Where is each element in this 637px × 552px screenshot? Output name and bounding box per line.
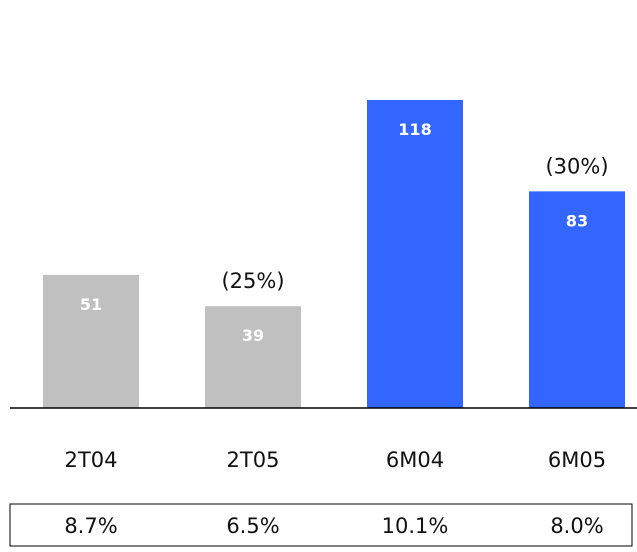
bar-2t04	[43, 274, 139, 408]
margin-table-cell: 6.5%	[226, 514, 279, 538]
bar-2t05	[205, 306, 301, 408]
bar-value-label: 83	[566, 211, 588, 230]
x-tick-label: 6M04	[386, 448, 444, 472]
margin-table-cell: 10.1%	[382, 514, 449, 538]
change-annotation: (25%)	[221, 269, 284, 293]
margin-table-box	[9, 503, 633, 547]
x-tick-label: 2T04	[65, 448, 118, 472]
bar-value-label: 39	[242, 326, 264, 345]
change-annotation: (30%)	[545, 154, 608, 178]
bar-value-label: 51	[80, 295, 102, 314]
bar-6m05	[529, 191, 625, 408]
bar-value-label: 118	[398, 120, 431, 139]
margin-table-cell: 8.0%	[550, 514, 603, 538]
bar-6m04	[367, 100, 463, 408]
x-tick-label: 6M05	[548, 448, 606, 472]
x-tick-label: 2T05	[227, 448, 280, 472]
margin-table-cell: 8.7%	[64, 514, 117, 538]
